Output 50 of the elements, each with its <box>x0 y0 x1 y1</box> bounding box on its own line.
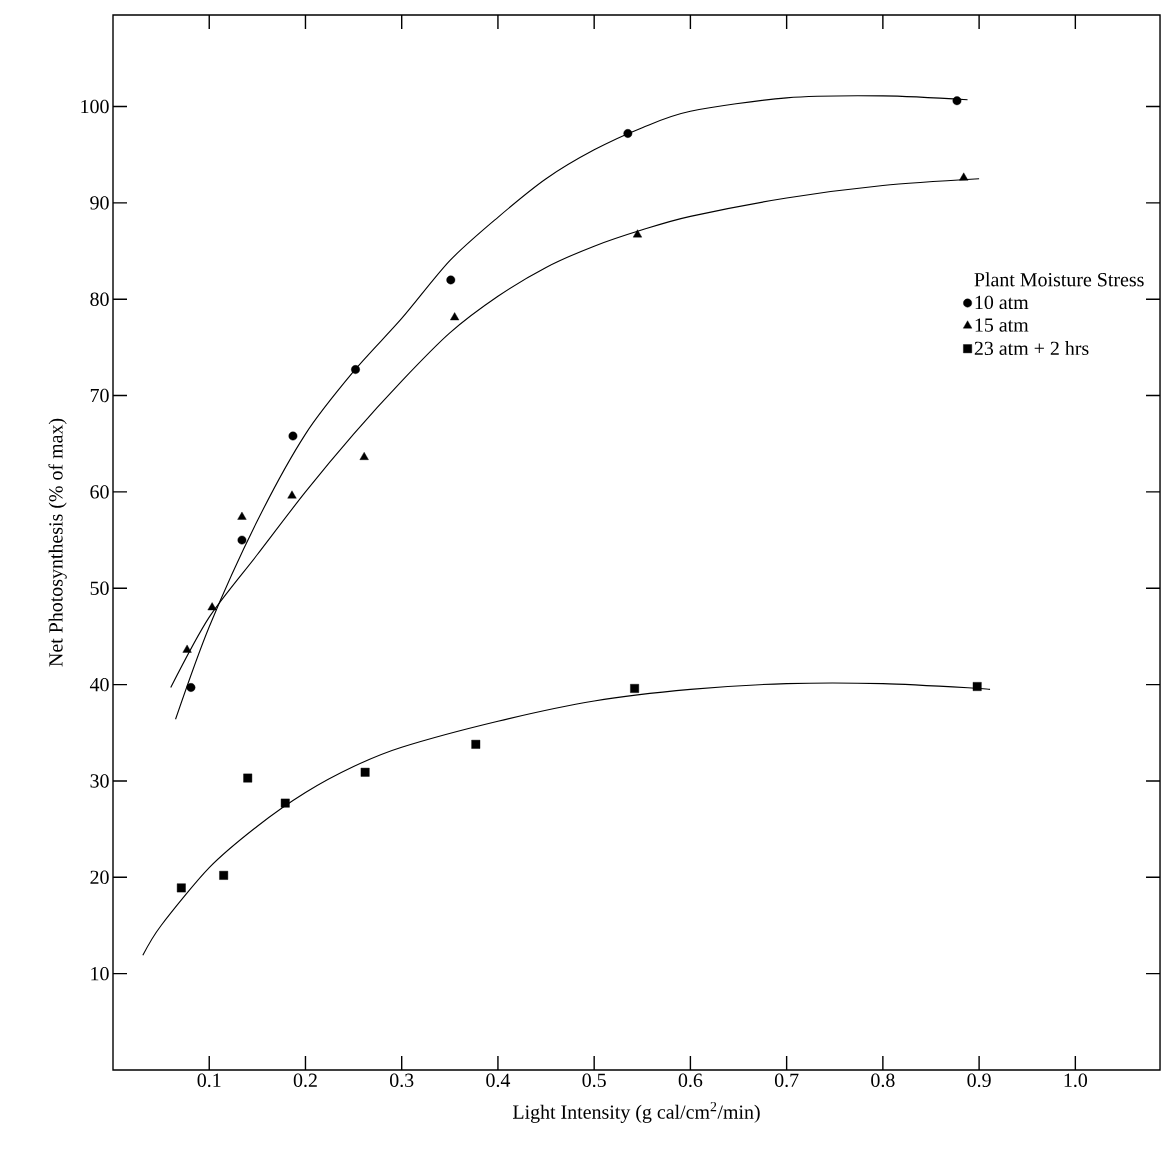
point <box>360 767 370 777</box>
point <box>952 96 962 106</box>
x-tick-label: 0.7 <box>774 1073 799 1088</box>
y-tick-label: 20 <box>90 870 109 885</box>
point <box>280 798 290 808</box>
y-tick-label: 70 <box>90 388 109 403</box>
point <box>186 683 196 692</box>
point <box>450 312 460 321</box>
point <box>623 129 633 138</box>
point <box>176 883 186 893</box>
point <box>237 535 247 545</box>
legend-label: 10 atm <box>975 295 1029 310</box>
y-tick-label: 80 <box>90 292 109 306</box>
x-tick-label: 0.9 <box>967 1073 991 1088</box>
y-tick-label: 90 <box>90 196 109 210</box>
y-tick-label: 60 <box>90 485 109 499</box>
legend-label: 15 atm <box>975 318 1029 332</box>
x-tick-label: 0.5 <box>582 1073 606 1088</box>
point <box>972 682 982 691</box>
point <box>287 490 297 499</box>
point <box>288 431 298 441</box>
x-tick-label: 0.4 <box>486 1073 511 1088</box>
point <box>351 365 360 374</box>
legend-label: 23 atm + 2 hrs <box>974 341 1089 356</box>
x-axis-title: Light Intensity (g cal/cm$^{2}$/min) <box>513 1101 760 1123</box>
y-tick-label: 100 <box>81 99 109 114</box>
point <box>237 511 247 520</box>
point <box>471 739 481 749</box>
point <box>632 229 643 238</box>
point <box>182 644 192 653</box>
point <box>219 870 229 880</box>
x-tick-label: 0.1 <box>197 1073 221 1088</box>
point <box>630 684 639 693</box>
x-tick-label: 0.8 <box>871 1073 895 1088</box>
point <box>359 452 369 460</box>
y-tick-label: 10 <box>91 966 109 981</box>
y-tick-label: 30 <box>90 774 109 788</box>
point <box>446 275 456 285</box>
point <box>207 602 217 611</box>
y-tick-label: 50 <box>90 581 109 595</box>
line-series <box>142 682 990 956</box>
x-tick-label: 0.2 <box>293 1073 317 1088</box>
point <box>243 773 253 783</box>
legend-title: Plant Moisture Stress <box>974 272 1144 287</box>
y-axis-title: Net Photosynthesis (% of max) <box>48 418 67 667</box>
y-tick-label: 40 <box>89 677 109 692</box>
point <box>959 172 969 181</box>
x-tick-label: 0.6 <box>678 1073 703 1088</box>
x-tick-label: 1.0 <box>1064 1073 1088 1088</box>
x-tick-label: 0.3 <box>390 1073 414 1088</box>
